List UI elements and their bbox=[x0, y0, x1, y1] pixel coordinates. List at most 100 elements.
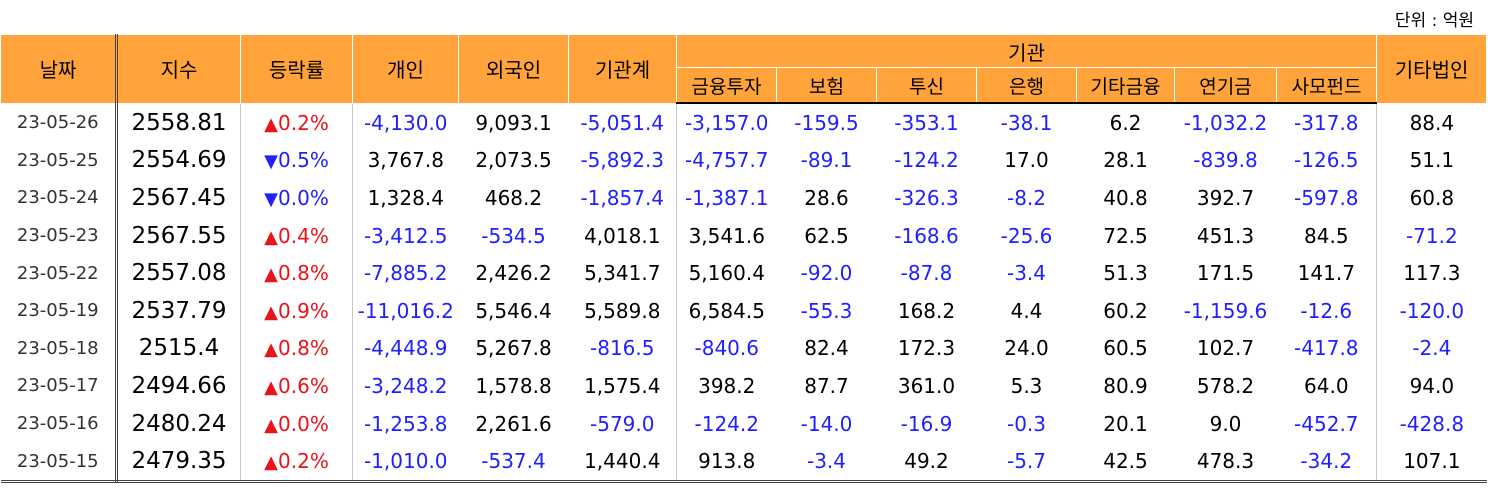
other-fin-cell: 28.1 bbox=[1103, 148, 1148, 173]
other-corp-cell: 117.3 bbox=[1403, 261, 1461, 286]
bank-cell: 4.4 bbox=[1010, 298, 1043, 323]
insurance-cell: 62.5 bbox=[804, 223, 849, 248]
date-cell: 23-05-18 bbox=[0, 329, 118, 368]
header-index: 지수 bbox=[116, 34, 241, 104]
header-change: 등락률 bbox=[240, 34, 353, 104]
change-cell: ▲0.6% bbox=[240, 367, 353, 405]
triangle-up-icon: ▲ bbox=[264, 301, 279, 323]
index-cell: 2554.69 bbox=[116, 141, 241, 180]
individual-cell: 1,328.4 bbox=[367, 185, 444, 210]
trust-cell: 49.2 bbox=[876, 442, 977, 483]
inst-total-cell: 5,341.7 bbox=[568, 254, 677, 292]
header-foreign: 외국인 bbox=[458, 34, 569, 104]
inst-total-cell: -5,892.3 bbox=[568, 141, 677, 180]
individual-cell: -4,130.0 bbox=[363, 110, 448, 135]
foreign-cell: 9,093.1 bbox=[475, 110, 552, 135]
header-individual: 개인 bbox=[352, 34, 459, 104]
trust-cell: -326.3 bbox=[894, 185, 959, 210]
change-cell: ▲0.4% bbox=[240, 216, 353, 255]
change-value: 0.6% bbox=[278, 373, 329, 398]
change-value: 0.2% bbox=[278, 110, 329, 135]
bank-cell: -5.7 bbox=[976, 442, 1077, 483]
bank-cell: -25.6 bbox=[1000, 223, 1053, 248]
date-cell: 23-05-24 bbox=[0, 179, 118, 217]
table-row: 23-05-26 2558.81 ▲0.2% -4,130.0 9,093.1 -5,05… bbox=[0, 103, 1487, 142]
triangle-up-icon: ▲ bbox=[264, 414, 279, 436]
bank-cell: 5.3 bbox=[1010, 373, 1043, 398]
other-corp-cell: 107.1 bbox=[1376, 442, 1487, 483]
table-row: 23-05-15 2479.35 ▲0.2% -1,010.0 -537.4 1,440.… bbox=[0, 442, 1487, 483]
pension-cell: 392.7 bbox=[1196, 185, 1255, 210]
other-fin-cell: 6.2 bbox=[1109, 110, 1142, 135]
date-cell: 23-05-17 bbox=[0, 367, 118, 405]
index-cell: 2567.55 bbox=[116, 216, 241, 255]
change-cell: ▲0.2% bbox=[240, 103, 353, 142]
header-private-fund: 사모펀드 bbox=[1275, 67, 1378, 104]
triangle-up-icon: ▲ bbox=[264, 339, 279, 361]
individual-cell: 3,767.8 bbox=[367, 148, 444, 173]
other-corp-cell: -2.4 bbox=[1412, 336, 1452, 361]
bank-cell: -8.2 bbox=[1006, 185, 1047, 210]
other-corp-cell: -120.0 bbox=[1399, 298, 1465, 323]
fin-invest-cell: -3,157.0 bbox=[684, 110, 769, 135]
bank-cell: -3.4 bbox=[1006, 261, 1047, 286]
insurance-cell: -14.0 bbox=[800, 411, 853, 436]
private-fund-cell: -12.6 bbox=[1276, 291, 1378, 330]
trust-cell: 168.2 bbox=[897, 298, 956, 323]
change-value: 0.0% bbox=[278, 411, 329, 436]
pension-cell: 451.3 bbox=[1196, 223, 1255, 248]
change-value: 0.2% bbox=[278, 449, 329, 474]
table-row: 23-05-19 2537.79 ▲0.9% -11,016.2 5,546.4 5,58… bbox=[0, 291, 1487, 330]
change-value: 0.5% bbox=[278, 148, 329, 173]
individual-cell: -3,248.2 bbox=[363, 373, 448, 398]
header-pension: 연기금 bbox=[1174, 67, 1277, 104]
fin-invest-cell: 5,160.4 bbox=[688, 261, 765, 286]
pension-cell: 9.0 bbox=[1209, 411, 1242, 436]
table-row: 23-05-16 2480.24 ▲0.0% -1,253.8 2,261.6 -579.… bbox=[0, 404, 1487, 443]
trust-cell: -87.8 bbox=[900, 261, 953, 286]
private-fund-cell: 84.5 bbox=[1276, 216, 1378, 255]
pension-cell: -1,159.6 bbox=[1183, 298, 1268, 323]
change-cell: ▼0.5% bbox=[240, 141, 353, 180]
header-institution: 기관 bbox=[675, 34, 1378, 68]
foreign-cell: 2,261.6 bbox=[475, 411, 552, 436]
fin-invest-cell: 6,584.5 bbox=[688, 298, 765, 323]
insurance-cell: -92.0 bbox=[800, 261, 853, 286]
bank-cell: 24.0 bbox=[1004, 336, 1049, 361]
trust-cell: -168.6 bbox=[894, 223, 959, 248]
header-fin-invest: 금융투자 bbox=[676, 67, 777, 104]
inst-total-cell: 4,018.1 bbox=[568, 216, 677, 255]
header-institution-total: 기관계 bbox=[568, 34, 677, 104]
private-fund-cell: 64.0 bbox=[1276, 367, 1378, 405]
pension-cell: 478.3 bbox=[1174, 442, 1277, 483]
other-corp-cell: -428.8 bbox=[1399, 411, 1465, 436]
pension-cell: 102.7 bbox=[1196, 336, 1255, 361]
other-fin-cell: 60.2 bbox=[1103, 298, 1148, 323]
index-cell: 2557.08 bbox=[116, 254, 241, 292]
foreign-cell: 2,073.5 bbox=[475, 148, 552, 173]
fin-invest-cell: 398.2 bbox=[698, 373, 756, 398]
date-cell: 23-05-22 bbox=[0, 254, 118, 292]
date-cell: 23-05-23 bbox=[0, 216, 118, 255]
other-corp-cell: 60.8 bbox=[1409, 185, 1455, 210]
triangle-down-icon: ▼ bbox=[264, 151, 279, 173]
date-cell: 23-05-15 bbox=[0, 442, 118, 483]
fin-invest-cell: -840.6 bbox=[694, 336, 759, 361]
bank-cell: -38.1 bbox=[1000, 110, 1053, 135]
date-cell: 23-05-16 bbox=[0, 404, 118, 443]
other-fin-cell: 51.3 bbox=[1103, 261, 1148, 286]
foreign-cell: 5,267.8 bbox=[475, 336, 552, 361]
bank-cell: 17.0 bbox=[1004, 148, 1049, 173]
individual-cell: -1,010.0 bbox=[352, 442, 459, 483]
foreign-cell: 468.2 bbox=[484, 185, 543, 210]
foreign-cell: -534.5 bbox=[481, 223, 546, 248]
inst-total-cell: 1,440.4 bbox=[568, 442, 677, 483]
change-cell: ▲0.8% bbox=[240, 329, 353, 368]
change-value: 0.4% bbox=[278, 223, 329, 248]
trust-cell: 361.0 bbox=[897, 373, 956, 398]
other-fin-cell: 20.1 bbox=[1103, 411, 1148, 436]
other-fin-cell: 42.5 bbox=[1076, 442, 1175, 483]
individual-cell: -3,412.5 bbox=[363, 223, 448, 248]
fin-invest-cell: 3,541.6 bbox=[688, 223, 765, 248]
investor-trading-table: 날짜 지수 등락률 개인 외국인 기관계 기관 기타법인 금융투자 보험 투신 … bbox=[0, 34, 1488, 483]
